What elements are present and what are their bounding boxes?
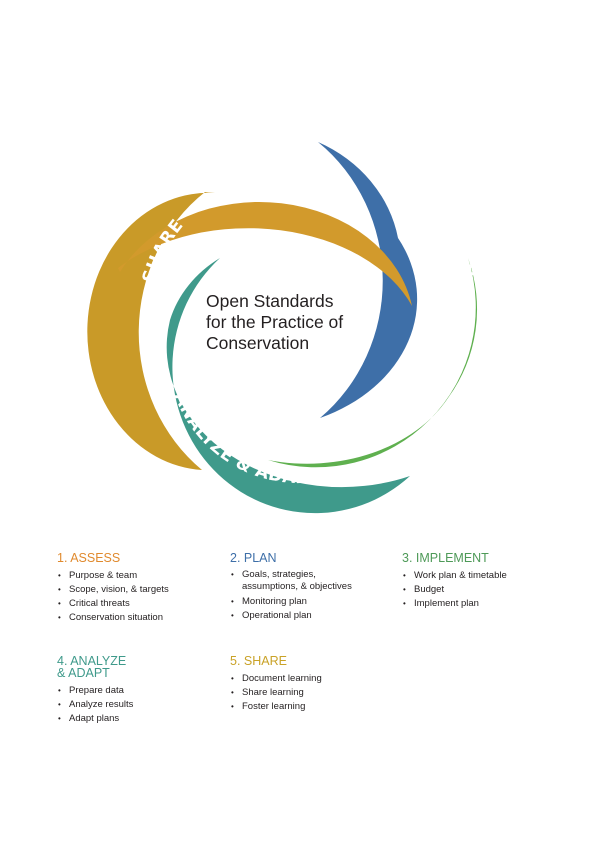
diagram-title-line: for the Practice of: [206, 312, 344, 332]
diagram-title-line: Conservation: [206, 333, 310, 353]
list-item: Work plan & timetable: [402, 569, 567, 583]
list-item: Scope, vision, & targets: [57, 583, 222, 597]
step-list-analyze-adapt: Prepare data Analyze results Adapt plans: [57, 684, 222, 726]
band-share: [87, 192, 215, 470]
step-list-assess: Purpose & team Scope, vision, & targets …: [57, 569, 222, 625]
step-title-implement: 3. IMPLEMENT: [402, 551, 489, 565]
band-analyze-adapt: [166, 258, 410, 514]
band-label-implement: IMPLEMENT: [378, 377, 475, 473]
band-label-plan: PLAN: [437, 225, 477, 282]
list-item: Monitoring plan: [230, 595, 395, 609]
step-title-plan: 2. PLAN: [230, 551, 277, 565]
step-title-analyze-adapt: 4. ANALYZE & ADAPT: [57, 654, 127, 680]
list-item: Adapt plans: [57, 712, 222, 726]
step-implement: 3. IMPLEMENT Work plan & timetable Budge…: [402, 552, 567, 611]
list-item: Critical threats: [57, 597, 222, 611]
list-item: Implement plan: [402, 597, 567, 611]
cycle-diagram: ASSESS PLAN IMPLEMENT ANALYZE & ADAPT SH…: [87, 142, 478, 514]
step-plan: 2. PLAN Goals, strategies, assumptions, …: [230, 552, 395, 623]
diagram-title-line: Open Standards: [206, 291, 334, 311]
band-label-assess: ASSESS: [239, 155, 320, 182]
step-list-implement: Work plan & timetable Budget Implement p…: [402, 569, 567, 611]
list-item: Goals, strategies, assumptions, & object…: [230, 569, 395, 593]
band-plan: [318, 142, 418, 418]
list-item: Conservation situation: [57, 611, 222, 625]
list-item: Foster learning: [230, 700, 395, 714]
list-item: Analyze results: [57, 698, 222, 712]
list-item: Operational plan: [230, 609, 395, 623]
list-item: Share learning: [230, 686, 395, 700]
step-analyze-adapt: 4. ANALYZE & ADAPT Prepare data Analyze …: [57, 655, 222, 726]
diagram-title: Open Standards for the Practice of Conse…: [206, 291, 376, 354]
step-list-share: Document learning Share learning Foster …: [230, 672, 395, 714]
step-share: 5. SHARE Document learning Share learnin…: [230, 655, 395, 714]
step-list-plan: Goals, strategies, assumptions, & object…: [230, 569, 395, 623]
list-item: Document learning: [230, 672, 395, 686]
list-item: Purpose & team: [57, 569, 222, 583]
step-title-share: 5. SHARE: [230, 654, 287, 668]
step-title-assess: 1. ASSESS: [57, 551, 121, 565]
list-item: Budget: [402, 583, 567, 597]
list-item: Prepare data: [57, 684, 222, 698]
band-assess: [118, 201, 412, 306]
step-assess: 1. ASSESS Purpose & team Scope, vision, …: [57, 552, 222, 625]
